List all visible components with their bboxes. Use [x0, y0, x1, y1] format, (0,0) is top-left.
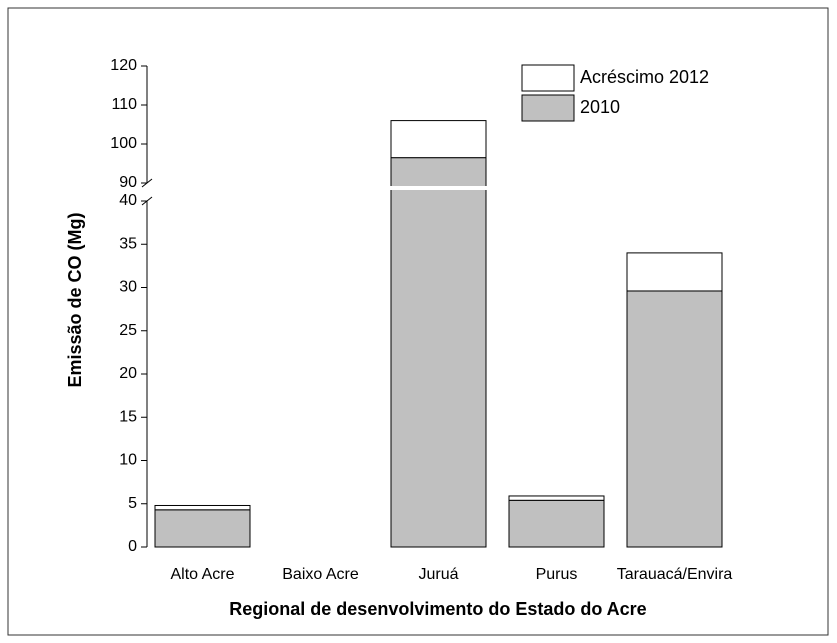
- legend-label: Acréscimo 2012: [580, 67, 709, 87]
- y-tick-label: 40: [119, 192, 137, 209]
- bar-segment: [626, 290, 723, 548]
- y-tick-label: 10: [119, 452, 137, 469]
- bar-segment: [154, 504, 251, 511]
- y-tick-label: 5: [128, 495, 137, 512]
- x-tick-label: Alto Acre: [170, 566, 234, 583]
- y-tick-label: 120: [110, 57, 137, 74]
- break-stripe: [389, 186, 488, 190]
- y-tick-label: 110: [111, 96, 137, 113]
- bar-segment: [390, 157, 487, 548]
- legend-swatch: [521, 64, 575, 92]
- y-tick-label: 15: [119, 408, 137, 425]
- y-axis-label: Emissão de CO (Mg): [65, 212, 85, 387]
- x-tick-label: Juruá: [418, 566, 458, 583]
- y-tick-label: 0: [128, 538, 137, 555]
- y-tick-label: 90: [119, 174, 137, 191]
- x-axis-label: Regional de desenvolvimento do Estado do…: [229, 599, 646, 619]
- bar-segment: [626, 252, 723, 292]
- x-tick-label: Purus: [536, 566, 578, 583]
- bar-segment: [508, 499, 605, 548]
- y-tick-label: 20: [119, 365, 137, 382]
- bar-segment: [508, 495, 605, 501]
- y-tick-label: 100: [110, 135, 137, 152]
- legend-swatch: [521, 94, 575, 122]
- y-tick-label: 35: [119, 235, 137, 252]
- bar-segment: [390, 120, 487, 159]
- y-tick-label: 30: [119, 279, 137, 296]
- legend-label: 2010: [580, 97, 620, 117]
- bar-segment: [154, 509, 251, 548]
- x-tick-label: Baixo Acre: [282, 566, 359, 583]
- x-tick-label: Tarauacá/Envira: [617, 566, 733, 583]
- y-tick-label: 25: [119, 322, 137, 339]
